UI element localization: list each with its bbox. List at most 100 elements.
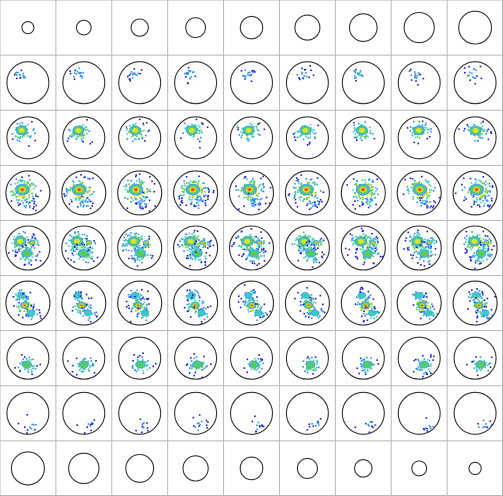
- density-dot: [212, 190, 215, 192]
- density-dot: [148, 210, 151, 212]
- density-dot: [317, 244, 320, 247]
- density-dot: [300, 183, 302, 186]
- density-dot: [137, 201, 140, 204]
- density-dot: [297, 179, 299, 181]
- density-dot: [321, 240, 323, 243]
- density-dot: [144, 196, 147, 198]
- density-dot: [89, 423, 92, 426]
- density-dot: [253, 180, 256, 183]
- density-dot: [375, 203, 377, 206]
- density-dot: [410, 79, 413, 81]
- density-dot: [467, 308, 469, 310]
- density-dot: [251, 204, 254, 207]
- density-dot: [31, 371, 33, 373]
- density-dot: [261, 367, 263, 370]
- density-dot: [201, 376, 203, 379]
- density-dot: [125, 126, 127, 128]
- density-dot: [73, 181, 75, 183]
- density-dot: [421, 246, 424, 249]
- density-dot: [136, 135, 138, 137]
- density-dot: [135, 122, 137, 125]
- density-dot: [308, 208, 311, 211]
- density-dot: [482, 129, 484, 132]
- density-dot: [76, 246, 79, 249]
- density-dot: [251, 135, 254, 137]
- density-dot: [481, 133, 483, 135]
- density-dot: [258, 246, 260, 248]
- density-dot: [88, 370, 90, 372]
- density-dot: [344, 247, 347, 250]
- density-dot: [16, 123, 19, 125]
- density-dot: [263, 255, 265, 257]
- density-dot: [306, 357, 308, 360]
- density-dot: [352, 203, 354, 206]
- density-dot: [294, 239, 297, 242]
- density-dot: [87, 359, 89, 362]
- density-dot: [316, 206, 319, 209]
- density-dot: [240, 189, 242, 192]
- density-dot: [361, 315, 363, 318]
- density-dot: [484, 235, 487, 237]
- density-dot: [372, 133, 374, 135]
- aperture-circle: [5, 225, 51, 271]
- density-dot: [83, 358, 85, 360]
- density-dot: [198, 245, 201, 247]
- density-core: [194, 304, 196, 306]
- density-dot: [189, 250, 192, 253]
- density-dot: [179, 204, 182, 206]
- density-dot: [260, 307, 262, 310]
- density-dot: [67, 137, 70, 140]
- density-dot: [482, 238, 485, 240]
- density-dot: [352, 131, 355, 133]
- density-dot: [427, 256, 429, 259]
- density-dot: [246, 247, 248, 250]
- density-dot: [426, 137, 429, 140]
- density-dot: [79, 368, 82, 370]
- density-dot: [184, 184, 186, 187]
- density-dot: [354, 128, 356, 131]
- density-dot: [184, 122, 186, 125]
- density-dot: [421, 194, 424, 197]
- density-dot: [207, 188, 210, 191]
- density-dot: [299, 135, 301, 138]
- density-dot: [490, 356, 493, 359]
- aperture-circle: [452, 225, 498, 271]
- density-dot: [87, 177, 89, 180]
- density-dot: [470, 256, 472, 259]
- density-dot: [17, 422, 20, 425]
- density-dot: [190, 75, 193, 78]
- density-dot: [250, 202, 253, 205]
- density-dot: [34, 368, 37, 370]
- density-dot: [35, 259, 37, 261]
- density-dot: [85, 126, 87, 128]
- density-dot: [430, 363, 432, 365]
- density-dot: [256, 257, 259, 259]
- density-dot: [466, 123, 469, 126]
- density-dot: [260, 197, 263, 200]
- density-dot: [180, 137, 182, 139]
- density-dot: [477, 259, 480, 261]
- density-core: [75, 127, 82, 133]
- density-dot: [298, 245, 301, 248]
- density-dot: [24, 196, 26, 198]
- density-dot: [250, 74, 252, 76]
- density-dot: [295, 187, 297, 189]
- density-dot: [359, 248, 362, 251]
- density-dot: [137, 300, 140, 303]
- density-dot: [249, 233, 251, 236]
- density-dot: [364, 315, 366, 317]
- density-dot: [140, 194, 143, 196]
- density-dot: [321, 256, 324, 259]
- density-dot: [29, 184, 31, 186]
- density-dot: [195, 308, 197, 311]
- density-dot: [369, 193, 371, 196]
- density-dot: [128, 295, 131, 298]
- density-dot: [207, 306, 209, 308]
- aperture-circle: [453, 116, 497, 160]
- density-dot: [252, 178, 254, 180]
- density-dot: [311, 192, 314, 194]
- aperture-circle: [229, 116, 274, 160]
- density-dot: [252, 297, 254, 300]
- density-dot: [371, 232, 373, 235]
- density-dot: [379, 255, 382, 258]
